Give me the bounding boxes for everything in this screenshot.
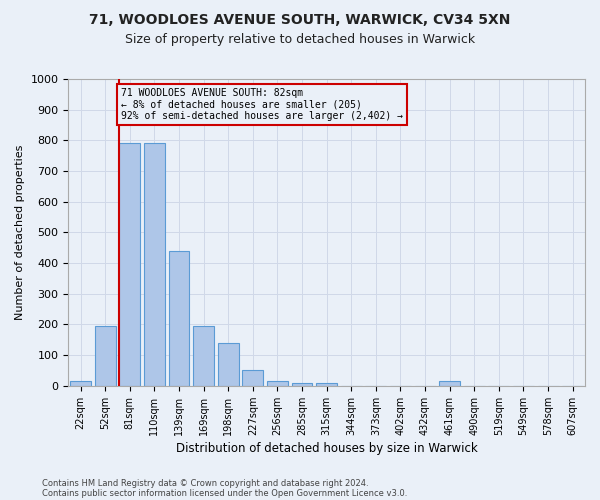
Y-axis label: Number of detached properties: Number of detached properties: [15, 144, 25, 320]
Bar: [439, 381, 460, 386]
Bar: [218, 343, 239, 386]
Bar: [316, 383, 337, 386]
Bar: [70, 381, 91, 386]
Text: Contains public sector information licensed under the Open Government Licence v3: Contains public sector information licen…: [42, 488, 407, 498]
Bar: [95, 326, 116, 386]
Bar: [119, 144, 140, 386]
Bar: [292, 383, 313, 386]
Bar: [144, 144, 165, 386]
Bar: [169, 251, 190, 386]
Bar: [267, 381, 288, 386]
Text: 71, WOODLOES AVENUE SOUTH, WARWICK, CV34 5XN: 71, WOODLOES AVENUE SOUTH, WARWICK, CV34…: [89, 12, 511, 26]
X-axis label: Distribution of detached houses by size in Warwick: Distribution of detached houses by size …: [176, 442, 478, 455]
Text: 71 WOODLOES AVENUE SOUTH: 82sqm
← 8% of detached houses are smaller (205)
92% of: 71 WOODLOES AVENUE SOUTH: 82sqm ← 8% of …: [121, 88, 403, 122]
Bar: [242, 370, 263, 386]
Text: Contains HM Land Registry data © Crown copyright and database right 2024.: Contains HM Land Registry data © Crown c…: [42, 478, 368, 488]
Text: Size of property relative to detached houses in Warwick: Size of property relative to detached ho…: [125, 32, 475, 46]
Bar: [193, 326, 214, 386]
